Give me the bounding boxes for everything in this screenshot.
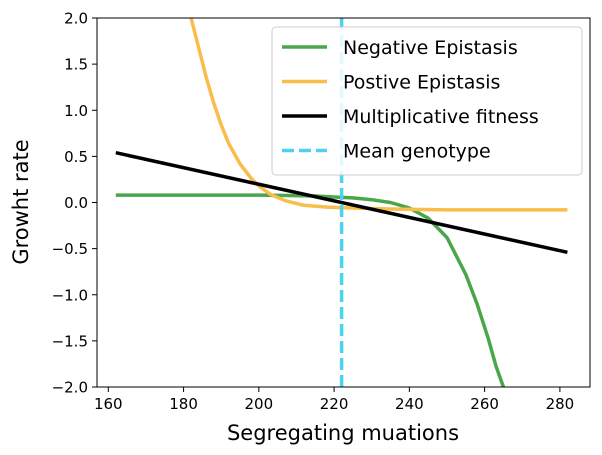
x-axis: 160 180 200 220 240 260 280 <box>94 387 574 413</box>
x-tick-label: 200 <box>245 395 274 413</box>
legend-label-multiplicative-fitness: Multiplicative fitness <box>343 106 539 128</box>
x-axis-title: Segregating muations <box>227 421 459 445</box>
y-tick-label: 1.5 <box>64 56 88 74</box>
legend-label-mean-genotype: Mean genotype <box>343 141 491 163</box>
y-tick-label: 2.0 <box>64 10 88 28</box>
y-axis-title: Growht rate <box>9 139 33 264</box>
series-line-multiplicative-fitness <box>115 150 568 255</box>
x-tick-label: 260 <box>470 395 499 413</box>
series-line-postive-epistasis <box>189 18 568 212</box>
y-tick-label: 0.5 <box>64 148 88 166</box>
y-axis: −2.0 −1.5 −1.0 −0.5 0.0 0.5 1.0 1.5 2.0 <box>52 10 97 397</box>
series-line-negative-epistasis <box>115 193 506 387</box>
x-tick-label: 220 <box>320 395 349 413</box>
y-tick-label: 1.0 <box>64 102 88 120</box>
legend: Negative Epistasis Postive Epistasis Multi… <box>271 26 583 176</box>
x-tick-label: 240 <box>395 395 424 413</box>
y-tick-label: −1.0 <box>52 286 88 304</box>
x-tick-label: 280 <box>546 395 575 413</box>
x-tick-label: 160 <box>94 395 123 413</box>
y-tick-label: −2.0 <box>52 379 88 397</box>
y-tick-label: −0.5 <box>52 240 88 258</box>
y-tick-label: −1.5 <box>52 332 88 350</box>
x-tick-label: 180 <box>169 395 198 413</box>
legend-label-negative-epistasis: Negative Epistasis <box>343 37 518 59</box>
y-tick-label: 0.0 <box>64 194 88 212</box>
legend-label-postive-epistasis: Postive Epistasis <box>343 72 500 94</box>
legend-box <box>271 26 583 176</box>
